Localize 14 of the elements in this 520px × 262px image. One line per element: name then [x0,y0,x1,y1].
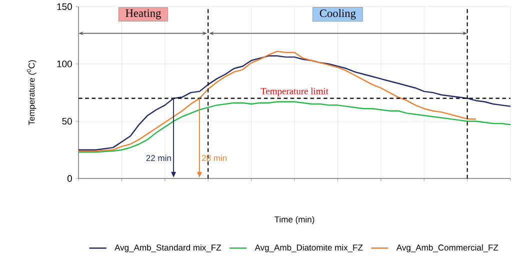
y-tick-label: 100 [57,60,72,68]
annotation: 28 min [202,154,227,162]
ref-line-label: Temperature limit [260,88,328,96]
y-axis-title: Temperature ($^{0}$C) [26,60,36,126]
annotation: Heating [126,9,162,20]
annotation: 22 min [146,154,171,161]
legend-label: Avg_Amb_Commercial_FZ [396,244,498,252]
legend-label: Avg_Amb_Standard mix_FZ [114,244,222,252]
x-axis-title: Time (min) [274,216,314,224]
y-tick-label: 50 [62,118,72,125]
y-tick-label: 150 [57,3,72,10]
y-tick-label: 0 [67,175,72,182]
annotation: Cooling [320,9,356,20]
legend-label: Avg_Amb_Diatomite mix_FZ [254,244,363,252]
